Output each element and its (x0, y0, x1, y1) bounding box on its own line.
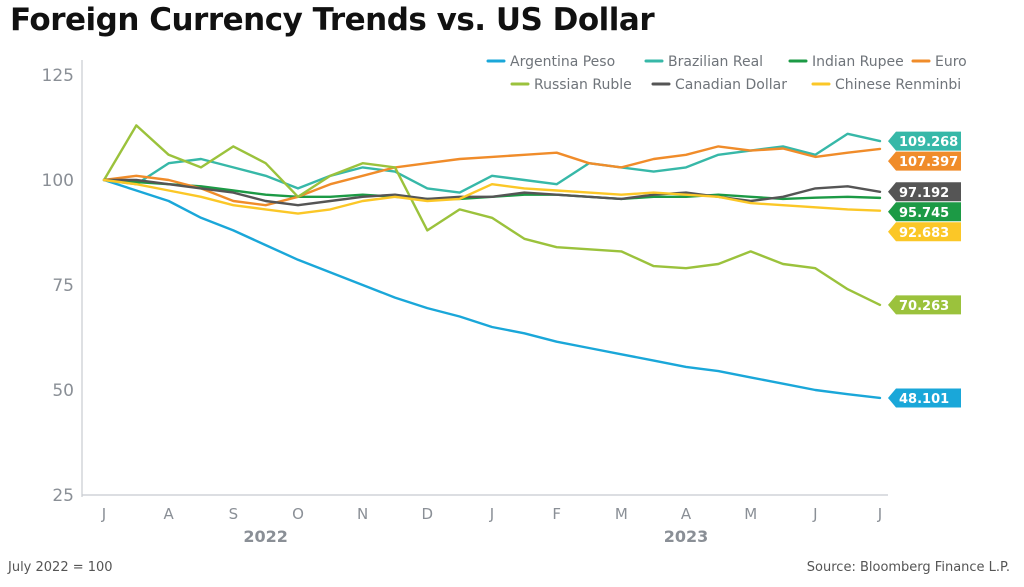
legend-item: Chinese Renminbi (811, 77, 961, 93)
legend-item: Brazilian Real (644, 54, 763, 70)
end-label-badge (888, 295, 961, 315)
y-tick-label: 75 (52, 276, 74, 296)
x-tick-label: J (812, 505, 817, 523)
x-tick-label: J (877, 505, 882, 523)
x-tick-label: N (357, 505, 368, 523)
legend-label: Euro (935, 54, 967, 70)
x-tick-label: J (101, 505, 106, 523)
y-tick-label: 25 (52, 486, 74, 506)
end-label-value: 48.101 (899, 392, 949, 407)
source-note: Source: Bloomberg Finance L.P. (806, 560, 1010, 575)
legend-label: Russian Ruble (534, 77, 632, 93)
x-tick-label: A (164, 505, 175, 523)
legend-item: Indian Rupee (788, 54, 904, 70)
series-line-argentina-peso (102, 178, 882, 400)
end-label-value: 92.683 (899, 226, 949, 241)
y-tick-label: 100 (42, 171, 74, 191)
legend-label: Brazilian Real (668, 54, 763, 70)
year-label: 2022 (243, 527, 288, 546)
y-tick-label: 125 (42, 66, 74, 86)
end-label-value: 107.397 (899, 155, 958, 170)
x-tick-label: S (229, 505, 239, 523)
x-tick-label: O (292, 505, 304, 523)
year-label: 2023 (664, 527, 709, 546)
series-line-chinese-renminbi (102, 178, 882, 215)
series-line-canadian-dollar (102, 178, 882, 207)
legend-item: Russian Ruble (510, 77, 632, 93)
end-label-badge (888, 202, 961, 222)
axes: 25 50 75 100 125 J A S O N D J F M A M J J 2022 2023 (42, 60, 888, 546)
end-label-badge (888, 222, 961, 242)
legend: Argentina Peso Brazilian Real Indian Rupee… (486, 54, 967, 93)
series-line-euro (102, 145, 882, 207)
legend-label: Argentina Peso (510, 54, 615, 70)
series-group (102, 124, 882, 400)
x-tick-label: D (422, 505, 434, 523)
end-label-badge (888, 151, 961, 171)
end-label-badge (888, 182, 961, 202)
legend-label: Chinese Renminbi (835, 77, 961, 93)
legend-item: Euro (911, 54, 967, 70)
chart-title: Foreign Currency Trends vs. US Dollar (10, 2, 655, 38)
x-tick-label: F (552, 505, 561, 523)
end-label-value: 70.263 (899, 299, 949, 314)
legend-label: Canadian Dollar (675, 77, 787, 93)
end-labels: 109.268 107.397 97.192 95.745 92.683 70.263 48… (888, 131, 961, 408)
end-label-badge (888, 388, 961, 408)
end-label-value: 109.268 (899, 135, 958, 150)
legend-label: Indian Rupee (812, 54, 904, 70)
end-label-value: 95.745 (899, 206, 949, 221)
x-tick-label: M (615, 505, 628, 523)
legend-item: Canadian Dollar (651, 77, 787, 93)
y-tick-label: 50 (52, 381, 74, 401)
x-tick-label: A (681, 505, 692, 523)
x-tick-label: J (489, 505, 494, 523)
end-label-value: 97.192 (899, 186, 949, 201)
legend-item: Argentina Peso (486, 54, 615, 70)
index-note: July 2022 = 100 (8, 560, 113, 575)
end-label-badge (888, 131, 961, 151)
x-tick-label: M (744, 505, 757, 523)
series-line-russian-ruble (102, 124, 882, 307)
